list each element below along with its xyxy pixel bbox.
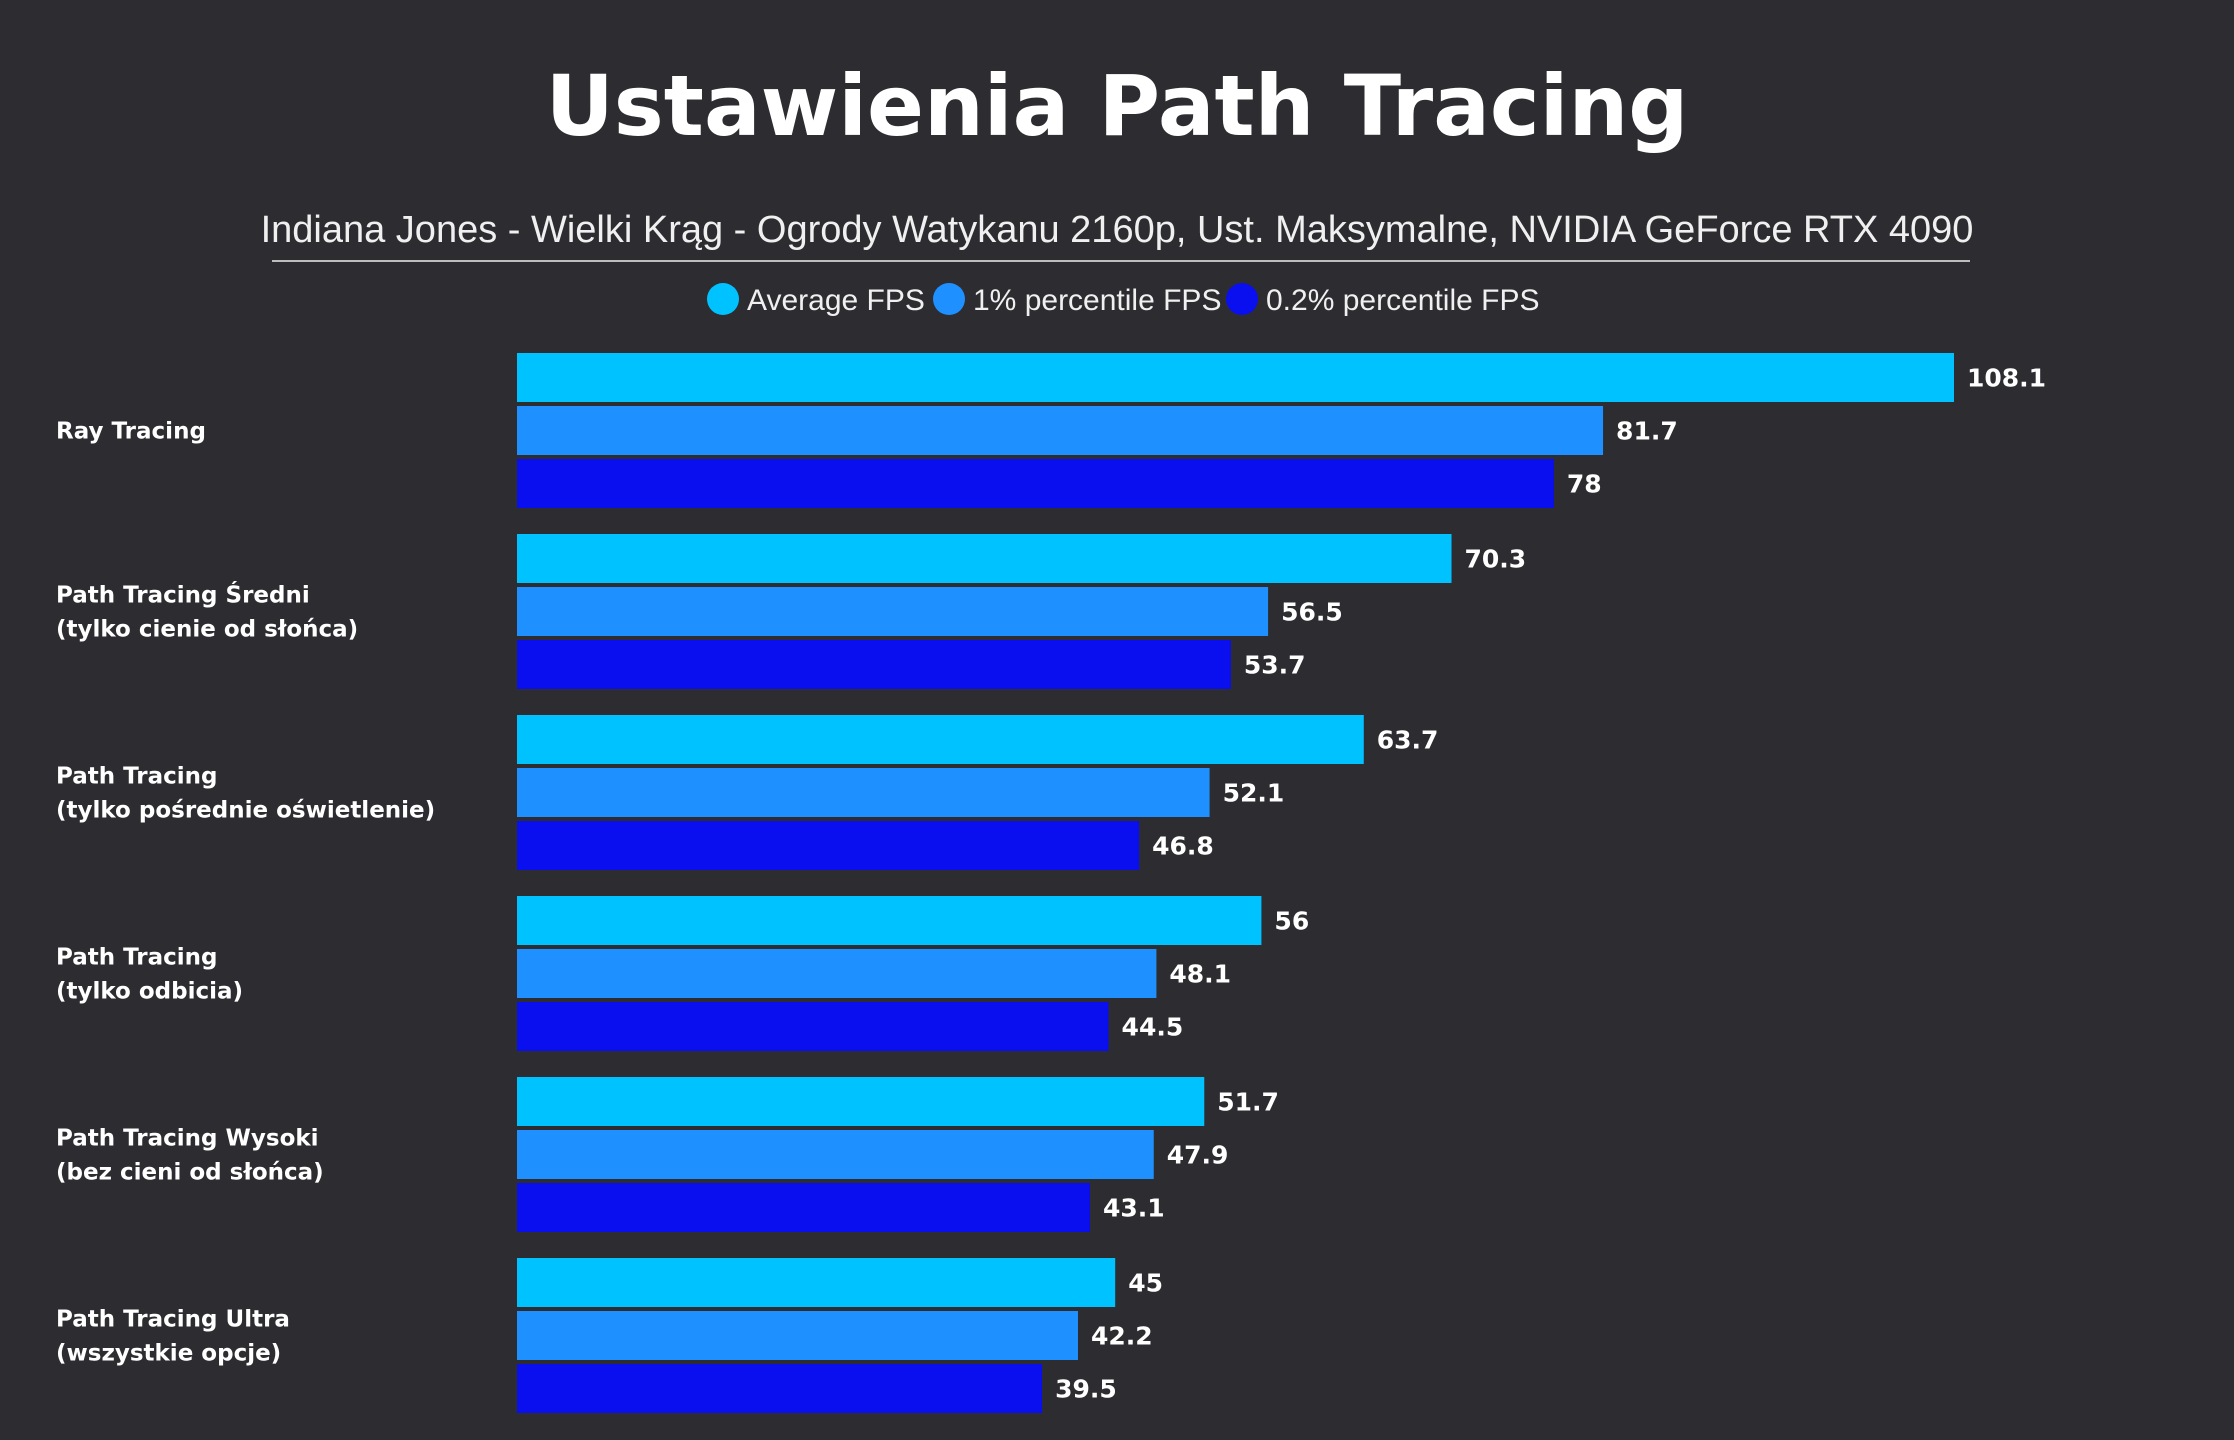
- legend-item: 0.2% percentile FPS: [1226, 283, 1539, 317]
- value-label: 70.3: [1465, 545, 1527, 574]
- bar: [517, 1077, 1205, 1126]
- legend-item: Average FPS: [707, 283, 925, 317]
- category-label: (tylko odbicia): [56, 979, 243, 1005]
- value-label: 53.7: [1244, 651, 1306, 680]
- bar: [517, 534, 1452, 583]
- bar: [517, 1130, 1154, 1179]
- category-label: (wszystkie opcje): [56, 1341, 281, 1367]
- legend-label: 0.2% percentile FPS: [1266, 284, 1539, 317]
- value-label: 44.5: [1122, 1013, 1184, 1042]
- bar: [517, 1258, 1116, 1307]
- value-label: 45: [1128, 1269, 1163, 1298]
- value-label: 52.1: [1223, 779, 1285, 808]
- bar: [517, 1183, 1090, 1232]
- bar: [517, 640, 1231, 689]
- value-label: 78: [1567, 470, 1602, 499]
- chart-subtitle: Indiana Jones - Wielki Krąg - Ogrody Wat…: [261, 209, 1974, 251]
- value-label: 43.1: [1103, 1194, 1165, 1223]
- bar: [517, 406, 1604, 455]
- legend-swatch: [933, 283, 965, 315]
- category-label: (tylko pośrednie oświetlenie): [56, 798, 435, 824]
- legend-label: 1% percentile FPS: [973, 284, 1221, 317]
- category-label: Ray Tracing: [56, 419, 206, 445]
- value-label: 39.5: [1055, 1375, 1117, 1404]
- bar: [517, 459, 1554, 508]
- category-label: Path Tracing Średni: [56, 581, 310, 609]
- value-label: 56: [1274, 907, 1309, 936]
- bar: [517, 1364, 1043, 1413]
- category-label: (bez cieni od słońca): [56, 1160, 324, 1186]
- bar: [517, 821, 1140, 870]
- legend: Average FPS 1% percentile FPS 0.2% percent…: [707, 283, 1539, 317]
- bar: [517, 1311, 1078, 1360]
- chart-title: Ustawienia Path Tracing: [546, 57, 1689, 155]
- value-label: 47.9: [1167, 1141, 1229, 1170]
- bar: [517, 949, 1157, 998]
- value-label: 81.7: [1616, 417, 1678, 446]
- value-label: 63.7: [1377, 726, 1439, 755]
- legend-label: Average FPS: [747, 284, 925, 317]
- category-label: Path Tracing Ultra: [56, 1307, 290, 1333]
- value-label: 42.2: [1091, 1322, 1153, 1351]
- value-label: 51.7: [1217, 1088, 1279, 1117]
- bar: [517, 587, 1269, 636]
- bar: [517, 1002, 1109, 1051]
- category-label: Path Tracing: [56, 945, 218, 971]
- value-label: 48.1: [1169, 960, 1231, 989]
- bar: [517, 715, 1364, 764]
- legend-swatch: [707, 283, 739, 315]
- legend-swatch: [1226, 283, 1258, 315]
- value-label: 46.8: [1152, 832, 1214, 861]
- category-label: Path Tracing Wysoki: [56, 1126, 319, 1152]
- legend-item: 1% percentile FPS: [933, 283, 1221, 317]
- value-labels: 108.1 81.7 78 70.3 56.5 53.7 63.7 52.1 46.8 56 48.…: [1055, 364, 2046, 1404]
- bar: [517, 896, 1262, 945]
- category-labels: Ray Tracing Path Tracing Średni (tylko cie…: [56, 419, 435, 1367]
- bar: [517, 768, 1210, 817]
- bars: [517, 353, 1954, 1413]
- bar: [517, 353, 1954, 402]
- value-label: 108.1: [1967, 364, 2046, 393]
- value-label: 56.5: [1281, 598, 1343, 627]
- category-label: (tylko cienie od słońca): [56, 617, 358, 643]
- category-label: Path Tracing: [56, 764, 218, 790]
